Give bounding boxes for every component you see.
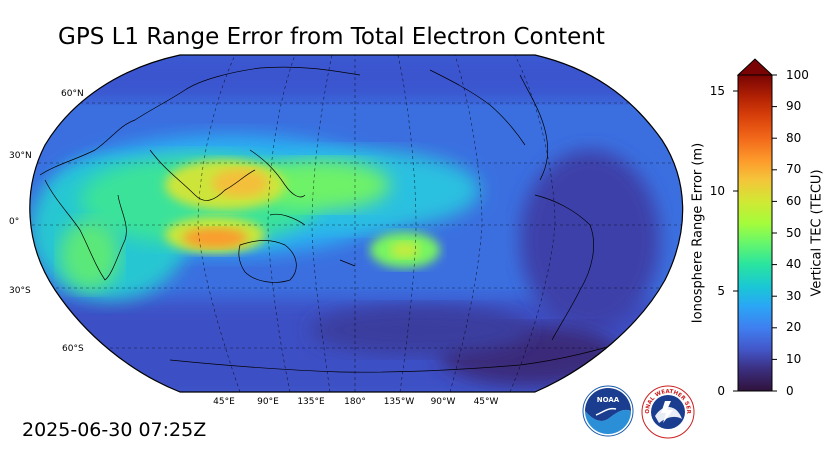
noaa-logo: NOAA [582,385,634,437]
lon-label-45w: 45°W [473,397,499,407]
lon-label-90w: 90°W [430,397,456,407]
colorbar [733,58,777,392]
graticule [29,55,683,392]
cb-right-tick-80: 80 [786,131,802,145]
nws-logo: NATIONAL WEATHER SERVICE [641,385,695,439]
cb-right-tick-0: 0 [786,384,794,398]
lat-label-eq: 0° [9,217,20,227]
cb-right-tick-70: 70 [786,162,802,176]
cb-left-tick-5: 5 [717,284,725,298]
cb-left-tick-15: 15 [709,84,725,98]
lat-label-60n: 60°N [61,89,84,99]
lon-label-135e: 135°E [297,397,325,407]
lon-label-45e: 45°E [213,397,235,407]
timestamp: 2025-06-30 07:25Z [22,419,207,441]
lon-label-180: 180° [344,397,366,407]
lat-label-30n: 30°N [9,151,32,161]
cb-left-tick-0: 0 [717,384,725,398]
cb-right-tick-100: 100 [786,68,809,82]
colorbar-left-axis-label: Ionosphere Range Error (m) [690,142,706,324]
cb-right-tick-40: 40 [786,257,802,271]
cb-right-tick-20: 20 [786,320,802,334]
cb-left-tick-10: 10 [709,184,725,198]
cb-right-tick-90: 90 [786,99,802,113]
lat-label-30s: 30°S [9,286,31,296]
cb-right-tick-60: 60 [786,194,802,208]
cb-right-tick-30: 30 [786,289,802,303]
map-title: GPS L1 Range Error from Total Electron C… [58,24,605,50]
coastlines [39,66,631,373]
lon-label-90e: 90°E [257,397,279,407]
lat-label-60s: 60°S [62,344,84,354]
cb-right-tick-10: 10 [786,352,802,366]
tec-field [29,55,683,392]
lon-label-135w: 135°W [383,397,415,407]
colorbar-right-axis-label: Vertical TEC (TECU) [809,169,825,297]
cb-right-tick-50: 50 [786,226,802,240]
svg-text:NOAA: NOAA [597,396,620,404]
